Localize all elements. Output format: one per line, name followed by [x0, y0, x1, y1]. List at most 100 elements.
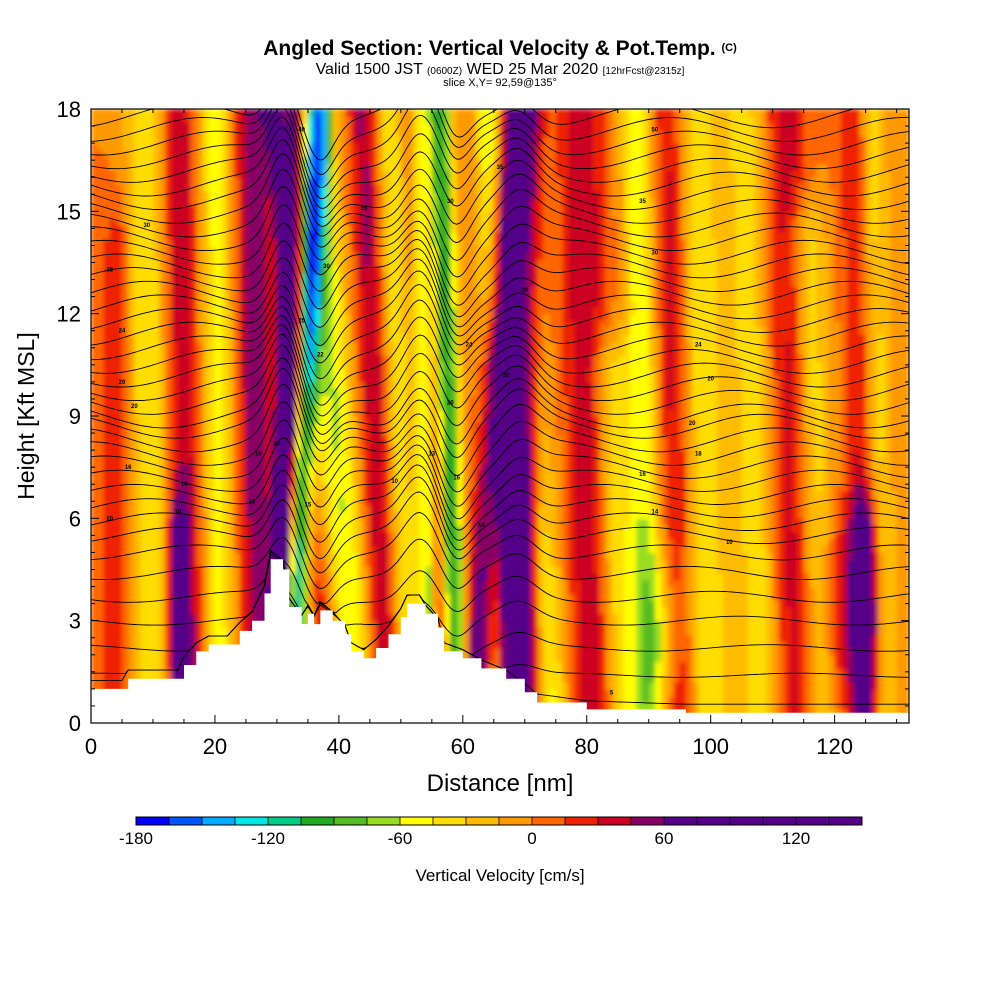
velocity-cell [760, 470, 768, 478]
velocity-cell [667, 593, 675, 601]
velocity-cell [165, 661, 173, 669]
velocity-cell [654, 450, 662, 458]
velocity-cell [661, 538, 668, 547]
velocity-cell [227, 559, 235, 567]
velocity-cell [716, 375, 743, 383]
velocity-cell [698, 695, 724, 704]
velocity-cell [487, 456, 532, 465]
velocity-cell [320, 497, 328, 506]
velocity-cell [382, 347, 390, 356]
velocity-cell [332, 443, 340, 451]
velocity-cell [822, 579, 829, 588]
velocity-cell [252, 552, 272, 560]
velocity-cell [462, 368, 476, 376]
velocity-cell [524, 429, 532, 437]
velocity-cell [884, 682, 898, 690]
velocity-cell [816, 463, 823, 472]
velocity-cell [140, 484, 160, 492]
velocity-cell [469, 436, 476, 444]
velocity-cell [314, 347, 321, 356]
velocity-cell [239, 491, 247, 499]
velocity-cell [438, 436, 445, 444]
velocity-cell [791, 511, 799, 519]
velocity-cell [884, 654, 898, 663]
velocity-cell [543, 470, 557, 478]
velocity-cell [580, 586, 600, 594]
velocity-cell [500, 648, 507, 656]
velocity-cell [91, 566, 104, 574]
velocity-cell [580, 600, 600, 608]
velocity-cell [388, 579, 396, 588]
velocity-cell [667, 675, 675, 683]
velocity-cell [816, 470, 823, 478]
velocity-cell [351, 402, 359, 410]
velocity-cell [531, 600, 538, 608]
velocity-cell [214, 484, 222, 492]
velocity-cell [847, 463, 854, 472]
velocity-cell [469, 627, 476, 635]
velocity-cell [679, 566, 687, 574]
velocity-cell [698, 654, 724, 663]
velocity-cell [289, 511, 297, 519]
velocity-cell [896, 572, 909, 581]
velocity-cell [661, 552, 668, 560]
velocity-cell [661, 409, 681, 417]
velocity-cell [369, 416, 383, 424]
velocity-cell [716, 545, 743, 553]
velocity-cell [122, 634, 129, 642]
velocity-cell [295, 504, 303, 513]
velocity-cell [444, 634, 451, 642]
velocity-cell [698, 668, 724, 676]
velocity-cell [388, 593, 396, 601]
velocity-cell [456, 381, 464, 390]
velocity-cell [568, 477, 575, 485]
velocity-cell [809, 456, 817, 465]
velocity-cell [332, 395, 340, 403]
velocity-cell [884, 600, 898, 608]
velocity-cell [122, 545, 129, 553]
velocity-cell [605, 477, 613, 485]
velocity-cell [816, 429, 823, 437]
velocity-cell [289, 497, 297, 506]
velocity-cell [481, 463, 489, 472]
velocity-cell [500, 552, 532, 560]
velocity-cell [196, 593, 204, 601]
velocity-cell [289, 470, 297, 478]
velocity-cell [599, 450, 606, 458]
velocity-cell [289, 484, 297, 492]
velocity-cell [611, 368, 631, 376]
velocity-cell [369, 497, 383, 506]
velocity-cell [766, 497, 774, 506]
velocity-cell [128, 443, 135, 451]
velocity-cell [809, 525, 829, 533]
velocity-cell [847, 682, 854, 690]
velocity-cell [400, 545, 420, 553]
velocity-cell [623, 688, 637, 697]
velocity-cell [376, 559, 390, 567]
velocity-cell [661, 511, 668, 519]
velocity-cell [208, 341, 216, 349]
velocity-cell [307, 586, 315, 594]
velocity-cell [599, 443, 606, 451]
velocity-cell [531, 532, 538, 540]
velocity-cell [599, 518, 606, 526]
velocity-cell [816, 607, 823, 615]
velocity-cell [809, 668, 817, 676]
velocity-cell [413, 368, 420, 376]
velocity-cell [661, 361, 668, 369]
velocity-cell [221, 593, 228, 601]
velocity-cell [407, 341, 414, 349]
velocity-cell [531, 634, 538, 642]
velocity-cell [896, 511, 909, 519]
velocity-cell [134, 668, 142, 676]
velocity-cell [140, 545, 160, 553]
velocity-cell [338, 566, 359, 574]
velocity-cell [202, 429, 210, 437]
velocity-cell [654, 375, 662, 383]
velocity-cell [462, 436, 470, 444]
velocity-cell [419, 532, 433, 540]
velocity-cell [469, 620, 476, 629]
velocity-cell [698, 566, 718, 574]
velocity-cell [791, 443, 799, 451]
velocity-cell [438, 491, 445, 499]
